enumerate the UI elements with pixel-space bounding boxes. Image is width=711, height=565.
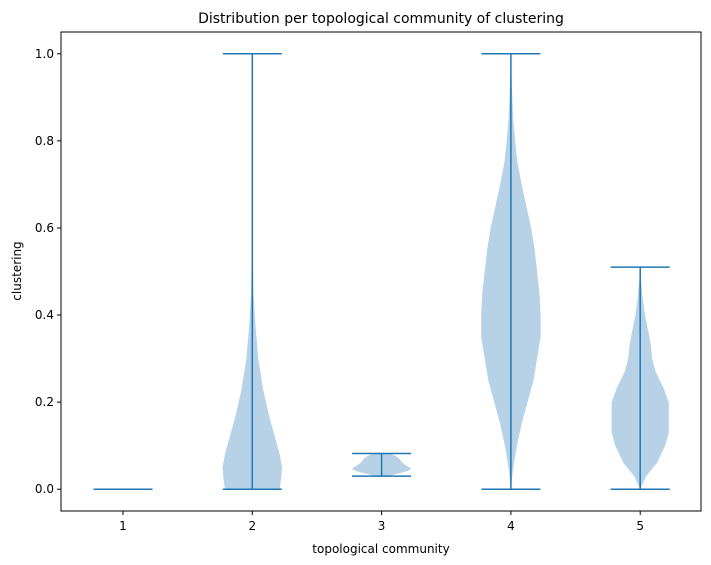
x-axis-title: topological community xyxy=(312,542,449,556)
x-tick-label-5: 5 xyxy=(636,519,644,533)
y-tick-label-4: 0.8 xyxy=(35,134,54,148)
x-tick-label-3: 3 xyxy=(378,519,386,533)
chart-title: Distribution per topological community o… xyxy=(198,11,564,27)
violin-layer xyxy=(93,53,670,490)
y-tick-label-2: 0.4 xyxy=(35,308,54,322)
y-tick-label-1: 0.2 xyxy=(35,395,54,409)
y-axis: 0.0 0.2 0.4 0.6 0.8 1.0 xyxy=(35,47,61,496)
y-axis-title: clustering xyxy=(10,241,24,300)
y-tick-label-5: 1.0 xyxy=(35,47,54,61)
plot-area-frame xyxy=(60,31,702,512)
x-tick-label-2: 2 xyxy=(248,519,256,533)
x-tick-label-4: 4 xyxy=(507,519,515,533)
x-axis: 1 2 3 4 5 xyxy=(119,511,644,533)
y-tick-label-0: 0.0 xyxy=(35,482,54,496)
y-tick-label-3: 0.6 xyxy=(35,221,54,235)
x-tick-label-1: 1 xyxy=(119,519,127,533)
